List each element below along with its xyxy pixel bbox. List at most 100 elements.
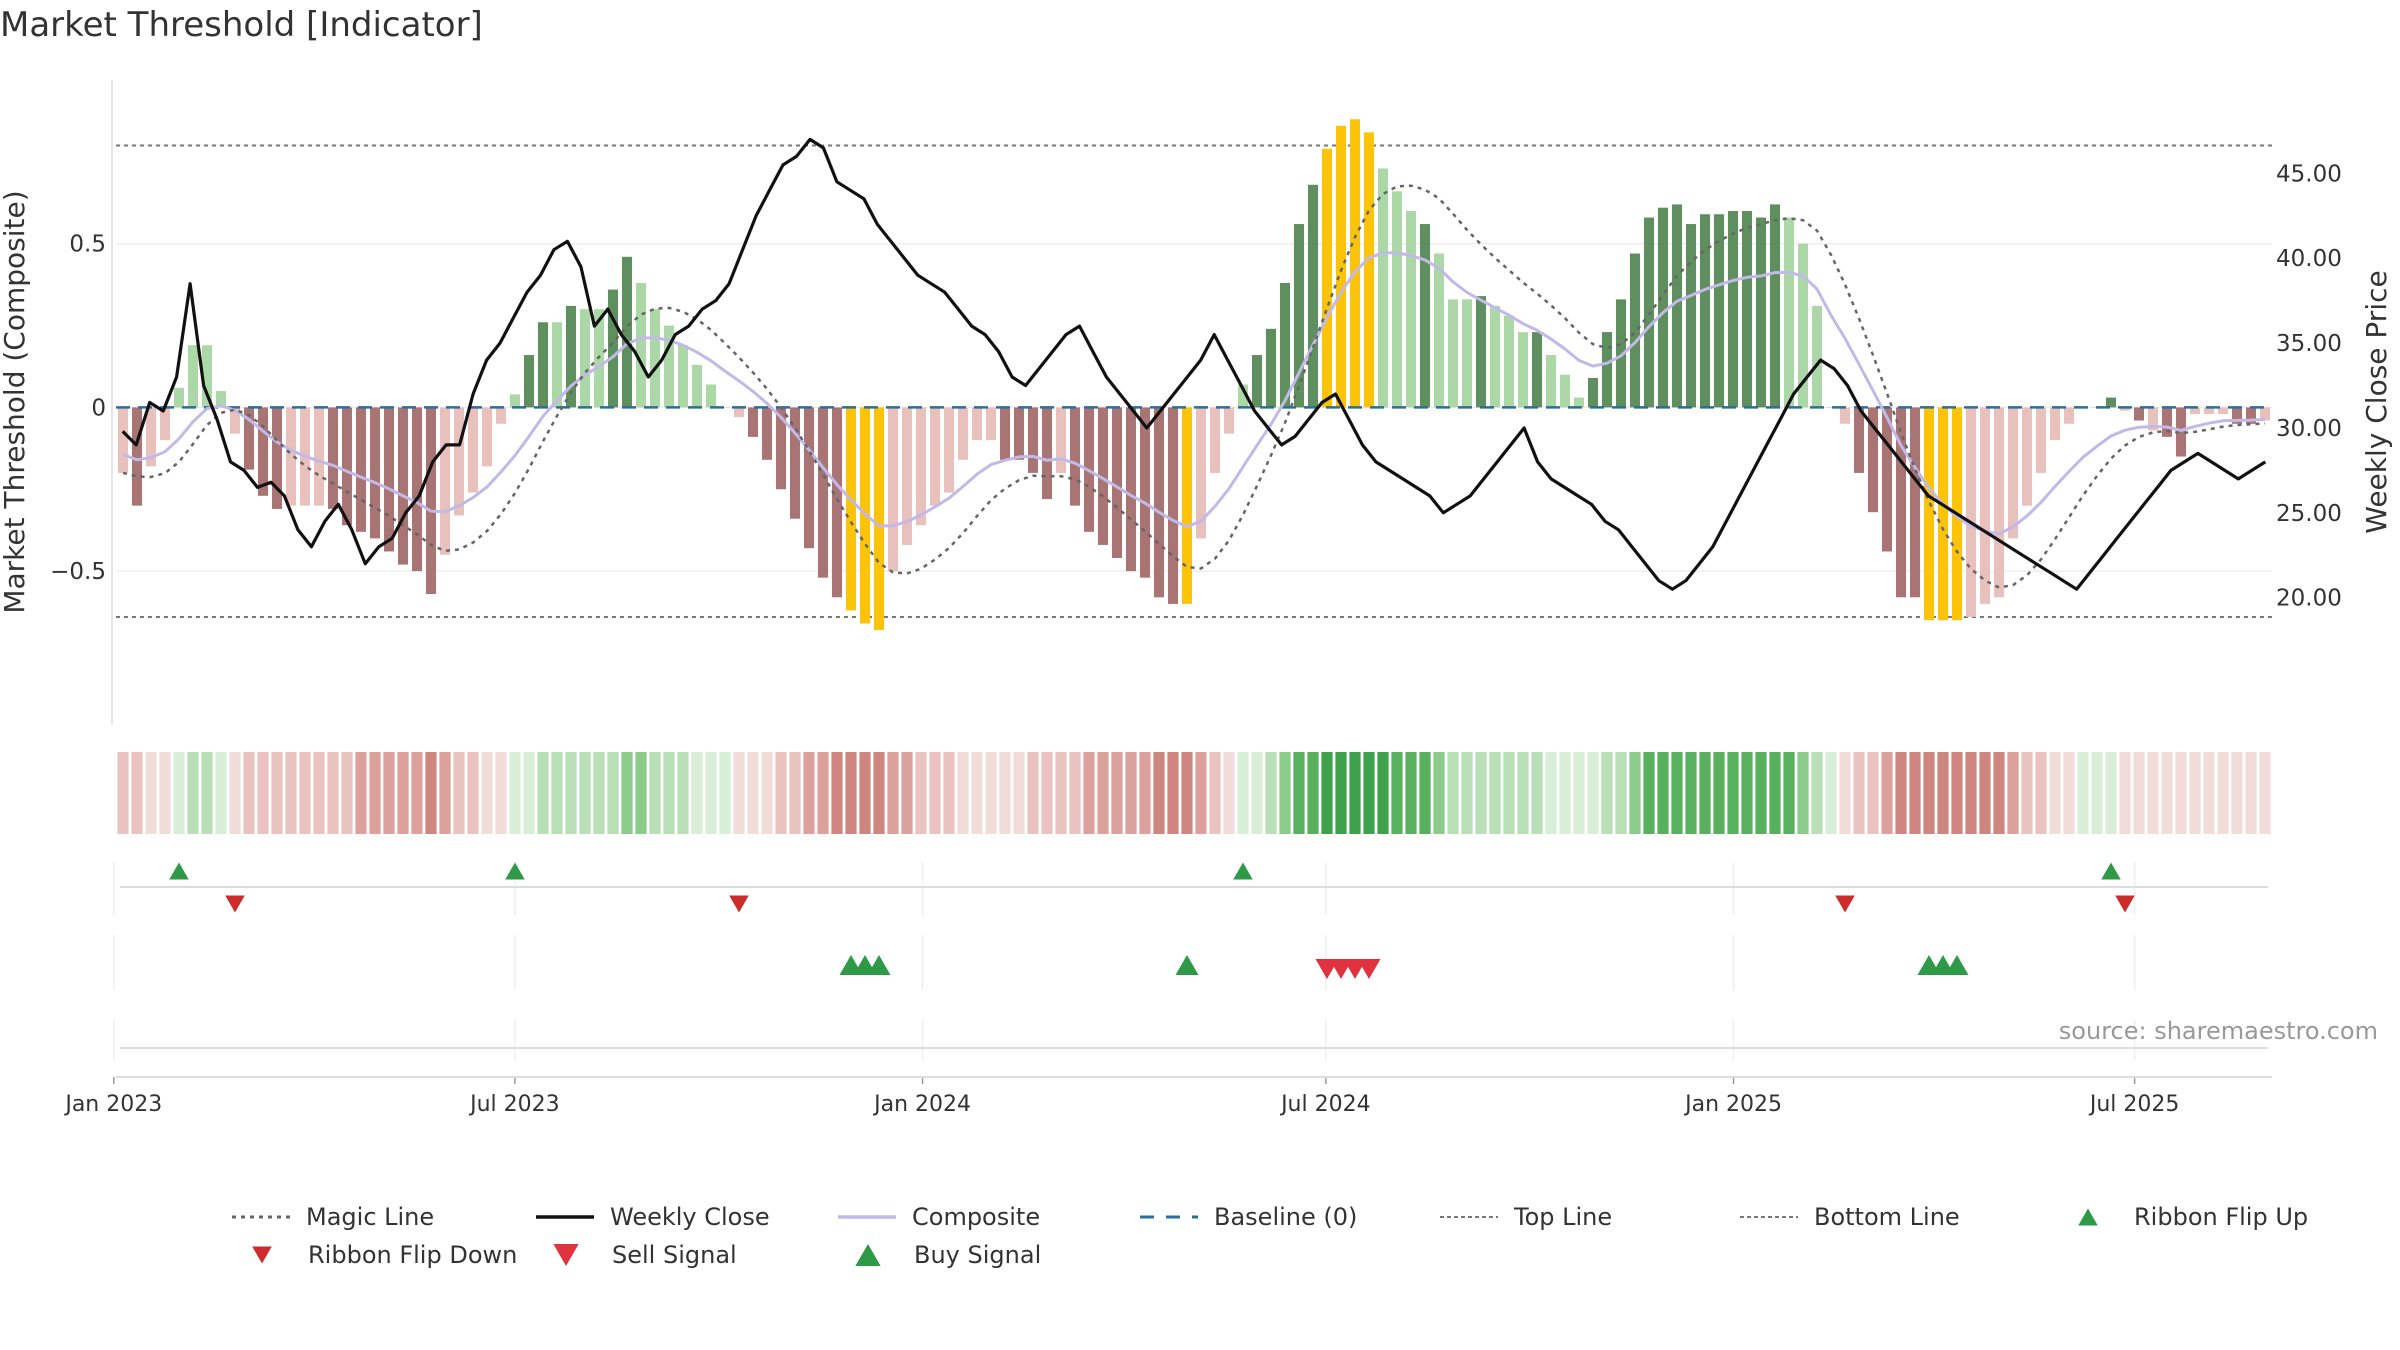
ribbon-cell bbox=[1223, 752, 1235, 834]
ribbon-cell bbox=[131, 752, 143, 834]
ribbon-cell bbox=[313, 752, 325, 834]
histogram-bar bbox=[2021, 407, 2033, 506]
weekly-close-line bbox=[121, 137, 2267, 591]
histogram-bar bbox=[467, 407, 479, 493]
ribbon-cell bbox=[1363, 752, 1375, 834]
legend-label: Ribbon Flip Down bbox=[308, 1241, 517, 1269]
ribbon-cell bbox=[201, 752, 213, 834]
histogram-bar bbox=[915, 407, 927, 526]
histogram-bar bbox=[271, 407, 283, 509]
ribbon-flip-up-marker bbox=[1233, 862, 1253, 880]
histogram-bar bbox=[1027, 407, 1039, 473]
ribbon-cell bbox=[215, 752, 227, 834]
ribbon-cell bbox=[2091, 752, 2103, 834]
histogram-bar bbox=[733, 407, 745, 418]
histogram-bar bbox=[1825, 407, 1837, 408]
sell-signal-marker bbox=[1357, 959, 1381, 979]
ribbon-cell bbox=[705, 752, 717, 834]
histogram-bar bbox=[439, 407, 451, 555]
ribbon-cell bbox=[1685, 752, 1697, 834]
ribbon-cell bbox=[1321, 752, 1333, 834]
ribbon-strip bbox=[117, 752, 2271, 834]
ribbon-cell bbox=[173, 752, 185, 834]
histogram-bar bbox=[145, 407, 157, 467]
ribbon-cell bbox=[467, 752, 479, 834]
ribbon-cell bbox=[761, 752, 773, 834]
ribbon-cell bbox=[551, 752, 563, 834]
histogram-bar bbox=[257, 407, 269, 496]
histogram-bar bbox=[1685, 224, 1697, 408]
buy-signal-marker bbox=[867, 955, 891, 975]
ribbon-cell bbox=[1671, 752, 1683, 834]
histogram-bar bbox=[1195, 407, 1207, 539]
histogram-bar bbox=[719, 407, 731, 408]
legend-label: Baseline (0) bbox=[1214, 1203, 1357, 1231]
ribbon-cell bbox=[1279, 752, 1291, 834]
ribbon-cell bbox=[2119, 752, 2131, 834]
histogram-bar bbox=[1923, 407, 1935, 621]
ribbon-cell bbox=[859, 752, 871, 834]
ribbon-cell bbox=[789, 752, 801, 834]
ribbon-cell bbox=[1797, 752, 1809, 834]
ribbon-cell bbox=[915, 752, 927, 834]
ribbon-cell bbox=[1965, 752, 1977, 834]
ribbon-cell bbox=[1027, 752, 1039, 834]
histogram-bar bbox=[831, 407, 843, 598]
ribbon-cell bbox=[1489, 752, 1501, 834]
ribbon-cell bbox=[2133, 752, 2145, 834]
ribbon-cell bbox=[1727, 752, 1739, 834]
histogram-bar bbox=[229, 407, 241, 434]
ribbon-cell bbox=[341, 752, 353, 834]
ribbon-cell bbox=[1783, 752, 1795, 834]
ribbon-cell bbox=[2077, 752, 2089, 834]
composite-line bbox=[122, 251, 2266, 536]
ribbon-cell bbox=[1391, 752, 1403, 834]
histogram-bar bbox=[383, 407, 395, 552]
y-right-tick-label: 20.00 bbox=[2276, 586, 2342, 612]
histogram-bar bbox=[1671, 204, 1683, 408]
histogram-bar bbox=[551, 322, 563, 408]
histogram-bar bbox=[285, 407, 297, 506]
histogram-bar bbox=[1293, 224, 1305, 408]
histogram-bar bbox=[1405, 210, 1417, 408]
histogram-bar bbox=[453, 407, 465, 516]
ribbon-cell bbox=[677, 752, 689, 834]
ribbon-cell bbox=[593, 752, 605, 834]
histogram-bar bbox=[243, 407, 255, 470]
histogram-bar bbox=[1489, 305, 1501, 408]
histogram-bar bbox=[1321, 148, 1333, 408]
legend-label: Weekly Close bbox=[610, 1203, 770, 1231]
y-axis-left-label: Market Threshold (Composite) bbox=[0, 190, 31, 613]
ribbon-cell bbox=[1713, 752, 1725, 834]
ribbon-cell bbox=[565, 752, 577, 834]
histogram-bar bbox=[1811, 305, 1823, 408]
signal-panels bbox=[113, 862, 2272, 1078]
histogram-bar bbox=[873, 407, 885, 631]
histogram-bar bbox=[201, 345, 213, 408]
histogram-bar bbox=[1237, 384, 1249, 408]
histogram-bar bbox=[691, 364, 703, 408]
histogram-bar bbox=[509, 394, 521, 408]
histogram-bar bbox=[159, 407, 171, 441]
histogram-bar bbox=[1461, 299, 1473, 408]
ribbon-flip-up-marker bbox=[505, 862, 525, 880]
histogram-bar bbox=[131, 407, 143, 506]
histogram-bar bbox=[1363, 132, 1375, 408]
histogram-bar bbox=[1153, 407, 1165, 598]
ribbon-cell bbox=[2161, 752, 2173, 834]
legend-label: Sell Signal bbox=[612, 1241, 737, 1269]
histogram-bar bbox=[2203, 407, 2215, 414]
ribbon-cell bbox=[327, 752, 339, 834]
histogram-bar bbox=[607, 289, 619, 408]
y-right-tick-label: 25.00 bbox=[2276, 501, 2342, 527]
legend-item: Ribbon Flip Up bbox=[2078, 1203, 2308, 1231]
ribbon-cell bbox=[523, 752, 535, 834]
ribbon-cell bbox=[1517, 752, 1529, 834]
ribbon-cell bbox=[2063, 752, 2075, 834]
legend-swatch-marker bbox=[252, 1246, 272, 1264]
y-right-tick-label: 45.00 bbox=[2276, 161, 2342, 187]
ribbon-cell bbox=[1377, 752, 1389, 834]
ribbon-cell bbox=[1349, 752, 1361, 834]
histogram-bar bbox=[2133, 407, 2145, 421]
